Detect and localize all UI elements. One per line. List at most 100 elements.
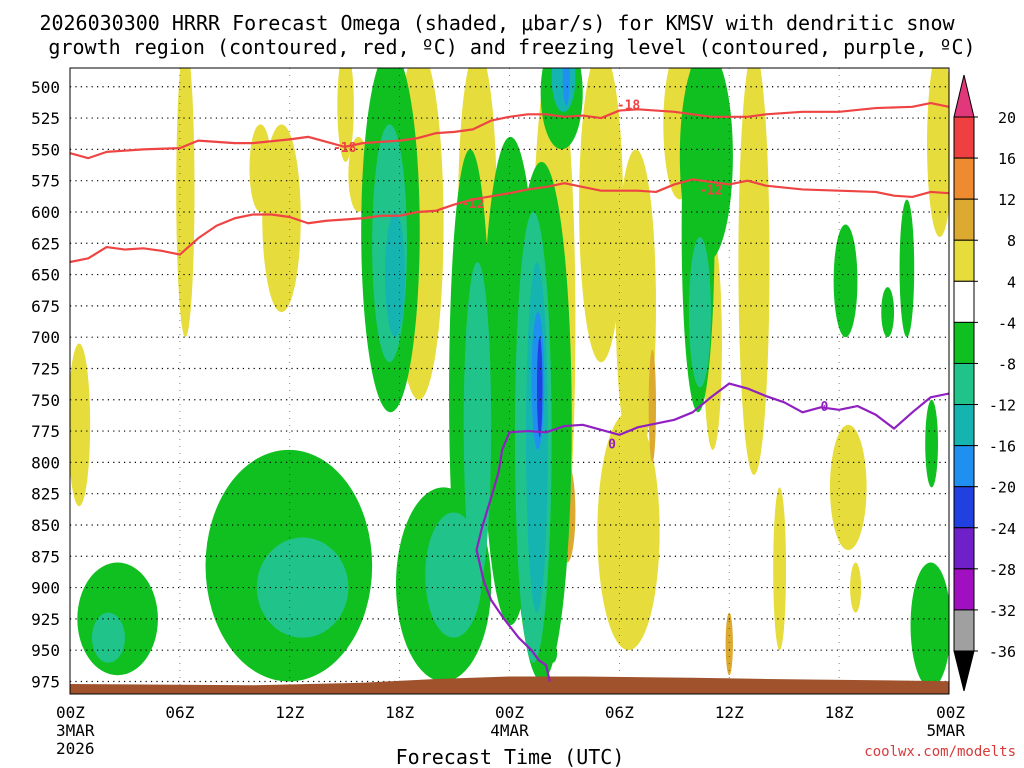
- y-tick-label: 625: [31, 234, 60, 253]
- contour-label: -12: [461, 197, 484, 212]
- y-tick-label: 925: [31, 610, 60, 629]
- omega-region: [725, 612, 733, 676]
- y-tick-label: 725: [31, 359, 60, 378]
- omega-region: [615, 149, 656, 463]
- contour-label: 0: [821, 400, 829, 415]
- omega-region: [679, 68, 733, 263]
- x-axis-label: Forecast Time (UTC): [396, 745, 625, 768]
- colorbar-segment: [953, 362, 975, 406]
- plot-area: -18 -18 -12 -12 0 0: [70, 68, 949, 694]
- omega-region: [648, 349, 657, 463]
- omega-region: [881, 287, 895, 338]
- colorbar-tick-label: -12: [989, 397, 1016, 415]
- omega-region: [579, 68, 624, 363]
- y-tick-label: 950: [31, 641, 60, 660]
- colorbar: 20 16 12 8 4 -4 -8 -12 -16 -20 -24 -28 -32 -36: [953, 74, 1016, 692]
- x-tick-date: 3MAR: [56, 721, 95, 740]
- colorbar-segment: [953, 198, 975, 241]
- credit-text: coolwx.com/modelts: [864, 744, 1016, 760]
- y-tick-label: 700: [31, 328, 60, 347]
- colorbar-segment: [953, 321, 975, 364]
- title-line-2: growth region (contoured, red, ºC) and f…: [48, 35, 975, 59]
- omega-region: [773, 487, 787, 651]
- contour-line: [70, 101, 949, 160]
- title-line-1: 2026030300 HRRR Forecast Omega (shaded, …: [39, 11, 955, 35]
- colorbar-tick-label: -24: [989, 520, 1016, 538]
- x-tick-label: 18Z: [825, 703, 854, 722]
- x-tick-label: 00Z: [56, 703, 85, 722]
- colorbar-tick-label: -32: [989, 602, 1016, 620]
- colorbar-tick-label: -28: [989, 561, 1016, 579]
- colorbar-tick-label: 16: [998, 150, 1016, 168]
- x-tick-year: 2026: [56, 739, 95, 758]
- omega-region: [738, 68, 770, 475]
- y-tick-label: 875: [31, 547, 60, 566]
- colorbar-segment: [953, 157, 975, 200]
- y-tick-label: 525: [31, 109, 60, 128]
- colorbar-tick-label: -4: [998, 314, 1016, 332]
- x-tick-label: 12Z: [715, 703, 744, 722]
- terrain-fill: [70, 676, 949, 694]
- omega-region: [829, 424, 867, 551]
- y-axis: 500 525 550 575 600 625 650 675 700 725 750 775 800 8…: [31, 78, 60, 692]
- y-tick-label: 800: [31, 453, 60, 472]
- y-tick-label: 650: [31, 266, 60, 285]
- omega-region: [70, 343, 91, 507]
- colorbar-tick-label: 8: [1007, 232, 1016, 250]
- colorbar-segment: [953, 445, 975, 488]
- omega-region: [925, 399, 939, 488]
- grid: [70, 68, 949, 694]
- colorbar-tick-label: -8: [998, 355, 1016, 373]
- x-tick-label: 12Z: [275, 703, 304, 722]
- contours: -18 -18 -12 -12 0 0: [70, 98, 949, 682]
- omega-region: [463, 262, 492, 588]
- x-tick-date: 5MAR: [926, 721, 965, 740]
- colorbar-tick-label: 4: [1007, 273, 1016, 291]
- contour-label: -12: [699, 183, 722, 198]
- omega-region: [850, 562, 862, 613]
- contour-label: -18: [617, 98, 641, 113]
- x-tick-label: 00Z: [495, 703, 524, 722]
- terrain: [70, 676, 949, 694]
- colorbar-segment: [953, 568, 975, 611]
- colorbar-tick-label: -20: [989, 479, 1016, 497]
- colorbar-cap-top: [953, 74, 975, 118]
- y-tick-label: 900: [31, 579, 60, 598]
- omega-shading: [70, 68, 949, 688]
- colorbar-segment: [953, 486, 975, 529]
- omega-region: [927, 68, 949, 237]
- x-tick-label: 06Z: [605, 703, 634, 722]
- y-tick-label: 850: [31, 516, 60, 535]
- colorbar-tick-label: -16: [989, 438, 1016, 456]
- y-tick-label: 600: [31, 203, 60, 222]
- colorbar-segment: [953, 280, 975, 323]
- omega-region: [425, 512, 483, 638]
- title: 2026030300 HRRR Forecast Omega (shaded, …: [39, 11, 975, 59]
- x-tick-date: 4MAR: [490, 721, 529, 740]
- contour-label: -18: [333, 141, 357, 156]
- omega-region: [262, 124, 301, 313]
- colorbar-segment: [953, 404, 975, 447]
- omega-region: [562, 68, 570, 106]
- omega-region: [91, 612, 125, 663]
- x-tick-label: 06Z: [165, 703, 194, 722]
- colorbar-tick-label: -36: [989, 643, 1016, 661]
- y-tick-label: 975: [31, 672, 60, 691]
- x-tick-label: 18Z: [385, 703, 414, 722]
- colorbar-cap-bottom: [953, 650, 975, 692]
- omega-region: [176, 68, 195, 338]
- y-tick-label: 825: [31, 485, 60, 504]
- omega-region: [899, 199, 915, 338]
- omega-region: [337, 68, 354, 162]
- omega-region: [688, 237, 711, 388]
- omega-region: [536, 337, 543, 438]
- omega-region: [833, 224, 858, 338]
- y-tick-label: 750: [31, 391, 60, 410]
- plot-frame: [69, 67, 950, 695]
- colorbar-tick-label: 12: [998, 191, 1016, 209]
- y-tick-label: 575: [31, 172, 60, 191]
- colorbar-tick-label: 20: [998, 109, 1016, 127]
- contour-label: 0: [608, 438, 616, 453]
